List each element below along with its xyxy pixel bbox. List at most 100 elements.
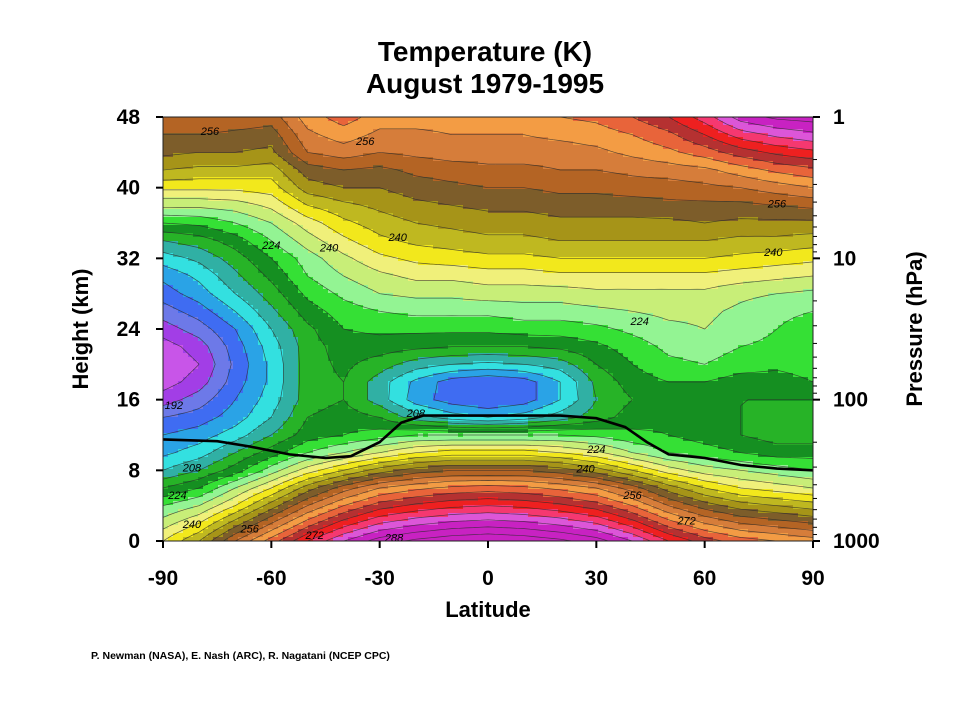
field-cell (763, 149, 769, 154)
field-cell (473, 249, 479, 254)
field-cell (653, 157, 659, 162)
field-cell (718, 153, 724, 158)
field-cell (548, 129, 554, 134)
field-cell (688, 133, 694, 138)
field-cell (203, 233, 209, 238)
field-cell (303, 245, 309, 250)
field-cell (478, 225, 484, 230)
field-cell (598, 129, 604, 134)
field-cell (303, 217, 309, 222)
field-cell (643, 213, 649, 218)
field-cell (693, 125, 699, 130)
field-cell (618, 225, 624, 230)
field-cell (558, 189, 564, 194)
field-cell (208, 185, 214, 190)
field-cell (568, 233, 574, 238)
field-cell (483, 165, 489, 170)
field-cell (603, 217, 609, 222)
field-cell (788, 205, 794, 210)
field-cell (503, 249, 509, 254)
field-cell (348, 189, 354, 194)
field-cell (753, 241, 759, 246)
field-cell (173, 201, 179, 206)
field-cell (598, 149, 604, 154)
field-cell (498, 129, 504, 134)
field-cell (463, 261, 469, 266)
field-cell (268, 153, 274, 158)
field-cell (238, 237, 244, 242)
field-cell (278, 157, 284, 162)
field-cell (298, 165, 304, 170)
field-cell (723, 133, 729, 138)
field-cell (178, 137, 184, 142)
field-cell (263, 129, 269, 134)
field-cell (688, 253, 694, 258)
field-cell (223, 217, 229, 222)
field-cell (258, 205, 264, 210)
field-cell (248, 197, 254, 202)
field-cell (673, 265, 679, 270)
field-cell (558, 153, 564, 158)
field-cell (768, 153, 774, 158)
field-cell (738, 133, 744, 138)
field-cell (768, 189, 774, 194)
field-cell (298, 269, 304, 274)
field-cell (748, 229, 754, 234)
field-cell (668, 253, 674, 258)
field-cell (643, 173, 649, 178)
field-cell (763, 177, 769, 182)
field-cell (663, 137, 669, 142)
field-cell (503, 117, 509, 122)
field-cell (593, 173, 599, 178)
field-cell (623, 189, 629, 194)
field-cell (293, 241, 299, 246)
field-cell (753, 133, 759, 138)
field-cell (598, 249, 604, 254)
field-cell (618, 145, 624, 150)
field-cell (428, 133, 434, 138)
field-cell (778, 205, 784, 210)
field-cell (568, 205, 574, 210)
field-cell (733, 149, 739, 154)
field-cell (638, 253, 644, 258)
field-cell (168, 165, 174, 170)
field-cell (758, 261, 764, 266)
field-cell (543, 141, 549, 146)
field-cell (263, 257, 269, 262)
field-cell (343, 229, 349, 234)
field-cell (283, 229, 289, 234)
field-cell (258, 189, 264, 194)
field-cell (698, 201, 704, 206)
field-cell (223, 261, 229, 266)
field-cell (178, 169, 184, 174)
field-cell (368, 261, 374, 266)
field-cell (633, 257, 639, 262)
field-cell (598, 225, 604, 230)
field-cell (788, 141, 794, 146)
field-cell (468, 169, 474, 174)
field-cell (553, 121, 559, 126)
field-cell (693, 145, 699, 150)
field-cell (233, 125, 239, 130)
field-cell (353, 125, 359, 130)
field-cell (603, 177, 609, 182)
field-cell (303, 209, 309, 214)
field-cell (808, 233, 813, 238)
field-cell (538, 173, 544, 178)
field-cell (378, 133, 384, 138)
field-cell (243, 129, 249, 134)
field-cell (328, 165, 334, 170)
field-cell (513, 157, 519, 162)
field-cell (333, 173, 339, 178)
field-cell (738, 237, 744, 242)
field-cell (178, 197, 184, 202)
field-cell (293, 161, 299, 166)
field-cell (558, 249, 564, 254)
field-cell (548, 209, 554, 214)
field-cell (273, 137, 279, 142)
field-cell (758, 173, 764, 178)
field-cell (393, 209, 399, 214)
field-cell (418, 237, 424, 242)
field-cell (408, 177, 414, 182)
field-cell (533, 265, 539, 270)
